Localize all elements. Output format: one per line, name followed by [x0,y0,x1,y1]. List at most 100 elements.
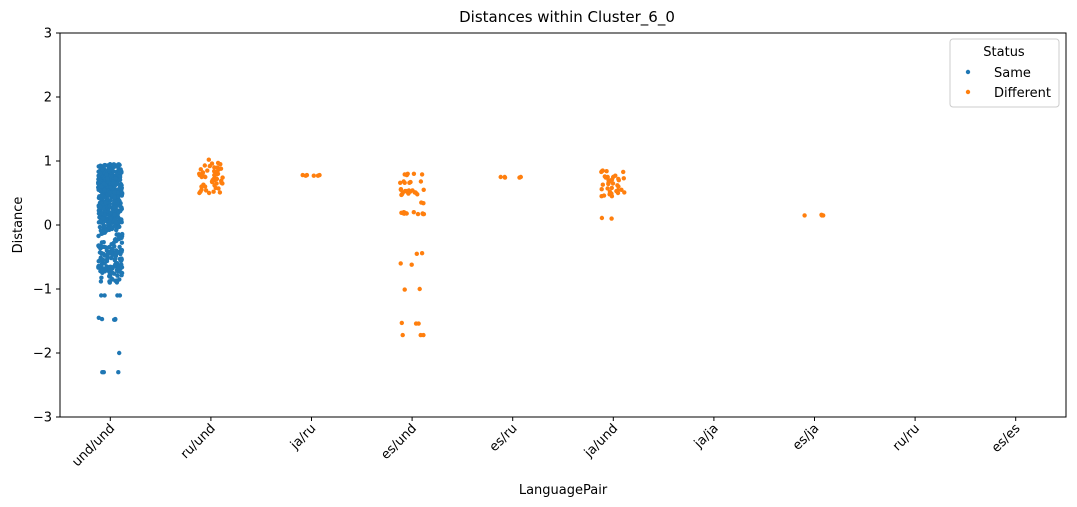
data-point [102,187,107,193]
data-point [609,216,614,221]
data-point [100,268,105,273]
data-point [119,185,124,190]
y-axis-ticks: −3 −2 −1 0 1 2 3 [33,27,60,426]
data-point [116,266,121,271]
plot-area [59,32,1067,418]
data-point [108,210,113,215]
data-point [107,274,113,279]
data-point [819,213,825,218]
y-tick-label: −3 [33,411,52,426]
legend-marker-same [965,69,971,75]
y-tick-label: 2 [44,91,52,106]
data-point [199,184,204,189]
data-point [116,232,121,237]
data-point [418,179,424,184]
data-point [198,167,203,172]
data-point [97,224,103,230]
data-point [502,174,507,180]
y-tick-label: 1 [44,155,52,170]
data-point [498,174,503,180]
x-tick-label: ja/und [581,421,621,461]
data-point [107,251,112,256]
legend-entry-same: Same [994,66,1031,81]
x-tick-label: es/ja [790,421,822,453]
data-point [116,210,121,216]
data-point [599,187,604,192]
data-point [622,190,627,195]
data-point [98,171,103,176]
legend-title: Status [983,45,1025,60]
data-point [108,185,114,190]
x-tick-label: ru/und [178,421,219,462]
legend: Status Same Different [949,38,1060,108]
data-point [99,316,105,322]
data-point [199,174,204,180]
data-point [117,244,122,250]
data-point [217,190,223,195]
data-point [599,169,604,175]
data-point [111,169,116,174]
data-point [100,216,106,221]
data-point [98,204,103,210]
x-tick-label: ja/ru [287,421,319,453]
data-point [106,167,111,172]
data-point [417,286,422,292]
data-point [421,211,427,217]
data-point [113,251,118,256]
data-point [203,188,209,193]
data-point [98,228,104,233]
data-point [402,287,407,292]
y-axis-label: Distance [11,197,26,254]
legend-entry-different: Different [994,86,1051,101]
data-point [315,173,321,178]
data-point [303,173,308,178]
data-point [413,321,419,326]
data-point [619,187,624,192]
data-point [212,165,217,170]
y-tick-label: 0 [44,219,52,234]
data-point [517,175,522,180]
data-points [96,157,826,375]
data-point [119,273,124,278]
data-point [116,370,121,375]
data-point [102,224,107,229]
data-point [117,169,122,175]
data-point [621,176,626,181]
data-point [96,233,101,239]
data-point [599,194,604,199]
data-point [100,167,105,172]
data-point [206,190,212,196]
data-point [113,176,118,181]
data-point [115,273,120,278]
data-point [111,162,116,167]
data-point [114,280,120,285]
data-point [411,171,417,176]
x-tick-label: ru/ru [890,421,923,454]
data-point [415,192,420,197]
data-point [398,261,403,266]
data-point [107,219,112,225]
chart-title: Distances within Cluster_6_0 [459,8,675,27]
data-point [414,251,419,256]
data-point [119,205,124,210]
data-point [97,257,103,263]
data-point [603,175,608,180]
data-point [406,191,411,196]
y-tick-label: 3 [44,27,52,42]
data-point [409,262,414,267]
data-point [402,180,407,185]
y-tick-label: −1 [33,283,52,298]
data-point [120,231,125,237]
data-point [107,264,113,270]
data-point [110,246,115,252]
data-point [211,189,216,194]
data-point [802,213,807,218]
data-point [96,181,101,186]
data-point [110,181,116,186]
data-point [421,201,426,206]
data-point [119,240,125,245]
x-tick-label: und/und [69,421,118,470]
data-point [112,195,117,200]
data-point [113,237,118,242]
